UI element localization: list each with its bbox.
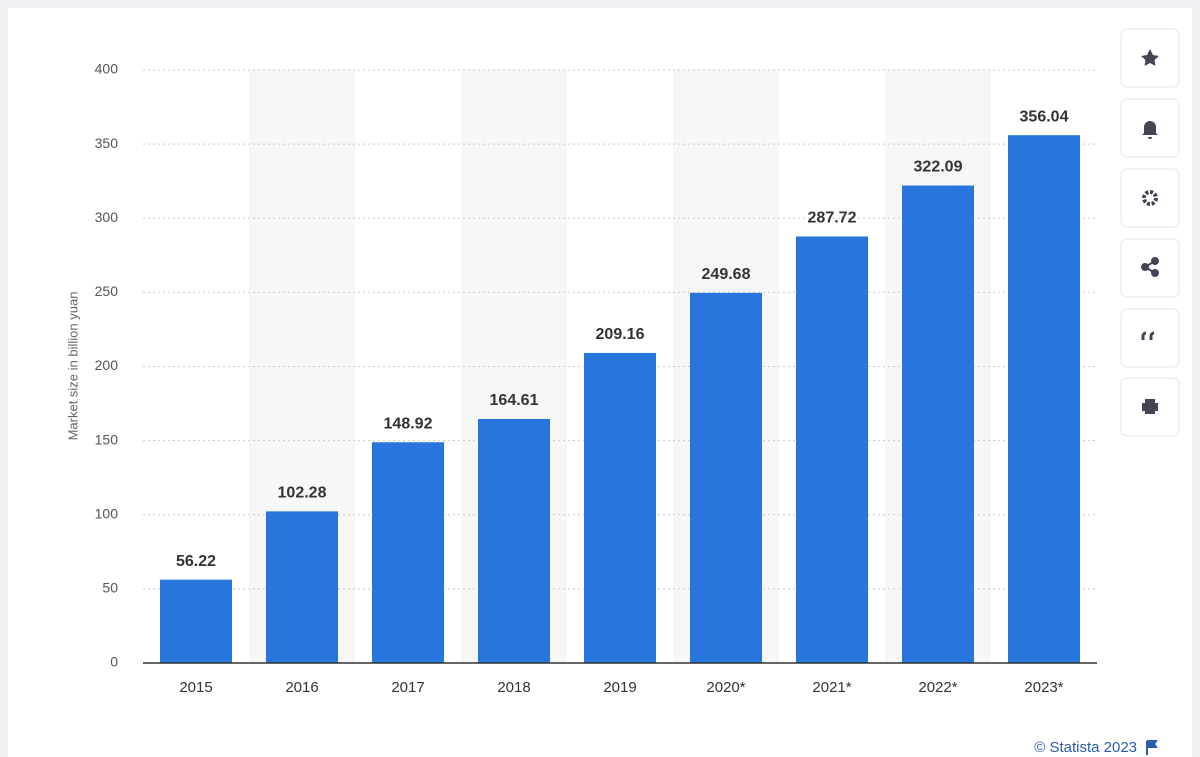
y-tick-label: 200 xyxy=(95,357,119,373)
bar xyxy=(478,418,550,663)
value-label: 287.72 xyxy=(808,210,857,227)
y-tick-label: 0 xyxy=(110,654,118,670)
value-label: 356.04 xyxy=(1020,108,1069,125)
x-tick-label: 2022* xyxy=(918,679,957,696)
y-axis-label: Market size in billion yuan xyxy=(65,292,80,441)
settings-button[interactable] xyxy=(1120,168,1180,228)
bar xyxy=(584,352,656,663)
value-label: 102.28 xyxy=(278,485,327,502)
y-tick-label: 50 xyxy=(102,580,118,596)
quote-icon xyxy=(1141,331,1155,340)
bar xyxy=(1008,135,1080,663)
bar xyxy=(266,511,338,663)
gear-icon xyxy=(1142,190,1158,206)
sidebar xyxy=(1120,28,1180,437)
value-label: 249.68 xyxy=(702,266,751,283)
value-label: 56.22 xyxy=(176,553,216,570)
y-tick-label: 350 xyxy=(95,135,119,151)
y-tick-label: 150 xyxy=(95,431,119,447)
value-label: 322.09 xyxy=(914,159,963,176)
flag-icon[interactable] xyxy=(1146,740,1158,755)
y-tick-label: 100 xyxy=(95,505,119,521)
bar xyxy=(160,579,232,663)
plot: 0 50 100 150 200 250 300 350 400 2015 56.22 2016 102… xyxy=(95,61,1097,696)
print-icon xyxy=(1142,399,1158,414)
value-label: 209.16 xyxy=(596,326,645,343)
y-tick-label: 250 xyxy=(95,283,119,299)
bar xyxy=(690,292,762,663)
x-tick-label: 2023* xyxy=(1024,679,1063,696)
x-tick-label: 2020* xyxy=(706,679,745,696)
y-tick-label: 400 xyxy=(95,61,119,77)
bar xyxy=(372,442,444,663)
y-tick-label: 300 xyxy=(95,209,119,225)
share-icon xyxy=(1141,257,1159,277)
bar xyxy=(902,185,974,663)
value-label: 148.92 xyxy=(384,415,433,432)
x-tick-label: 2018 xyxy=(497,679,530,696)
x-tick-label: 2017 xyxy=(391,679,424,696)
star-icon xyxy=(1141,49,1159,66)
credit[interactable]: © Statista 2023 xyxy=(1034,739,1137,756)
x-tick-label: 2021* xyxy=(812,679,851,696)
value-label: 164.61 xyxy=(490,392,539,409)
x-tick-label: 2016 xyxy=(285,679,318,696)
share-button[interactable] xyxy=(1120,238,1180,298)
bar xyxy=(796,236,868,664)
bell-icon xyxy=(1142,121,1158,139)
x-tick-label: 2015 xyxy=(179,679,212,696)
x-tick-label: 2019 xyxy=(603,679,636,696)
